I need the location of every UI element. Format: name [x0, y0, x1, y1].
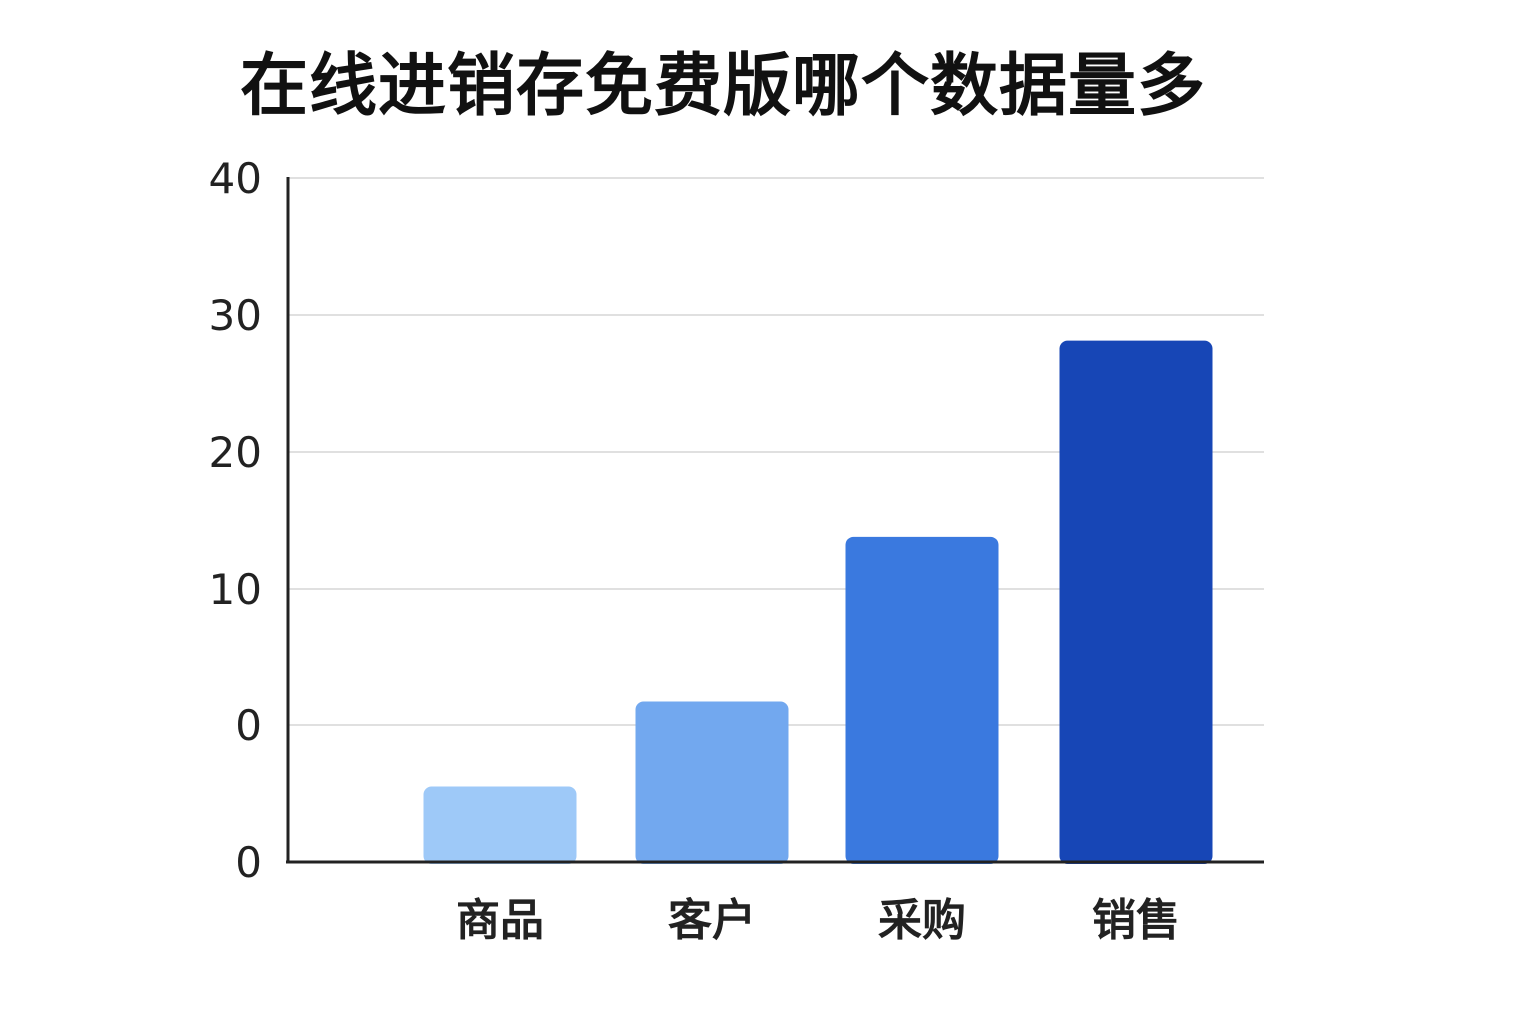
- bar-0: [423, 786, 577, 864]
- x-tick-label: 商品: [456, 895, 544, 946]
- axes: [286, 177, 1264, 864]
- y-tick-label: 40: [209, 154, 262, 203]
- y-tick-labels: 0 0 10 20 30 40: [209, 154, 262, 887]
- chart-title: 在线进销存免费版哪个数据量多: [239, 47, 1206, 126]
- x-tick-labels: 商品 客户 采购 销售: [456, 895, 1180, 946]
- y-tick-label: 30: [209, 291, 262, 340]
- bar-1: [635, 701, 789, 864]
- y-tick-label: 0: [235, 701, 262, 750]
- x-tick-label: 销售: [1092, 895, 1180, 946]
- y-tick-label: 0: [235, 838, 262, 887]
- x-tick-label: 客户: [668, 895, 756, 946]
- x-tick-label: 采购: [878, 895, 966, 946]
- bar-3: [1059, 340, 1213, 864]
- bar-2: [845, 536, 999, 864]
- bars: [423, 340, 1213, 864]
- y-tick-label: 10: [209, 565, 262, 614]
- y-tick-label: 20: [209, 428, 262, 477]
